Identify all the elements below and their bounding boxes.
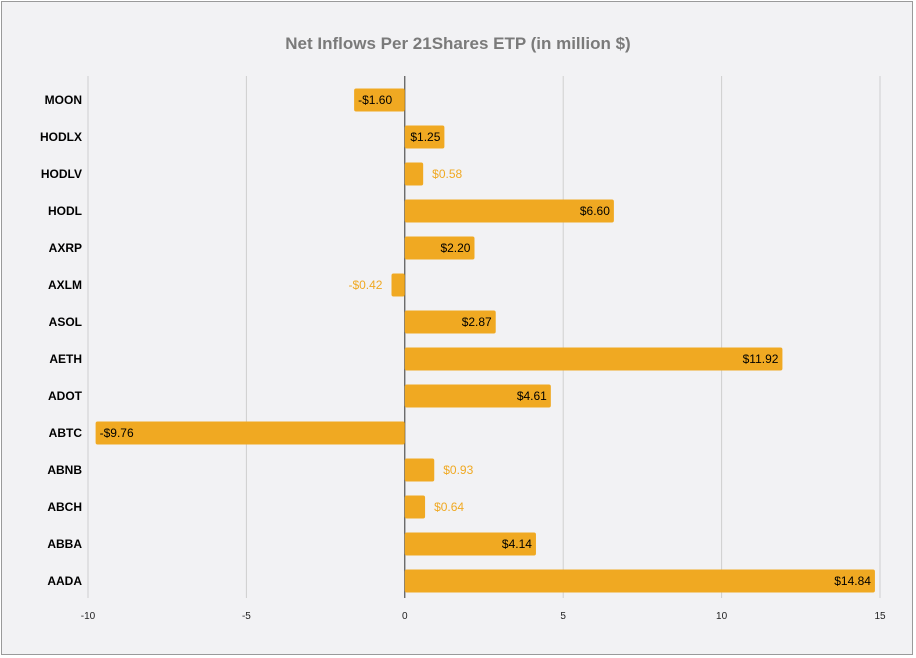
data-label: $4.14: [502, 537, 532, 551]
data-label: $1.25: [410, 130, 440, 144]
bar: [404, 125, 445, 149]
bar: [404, 347, 783, 371]
data-label: $2.20: [440, 241, 470, 255]
data-label: $6.60: [580, 204, 610, 218]
category-label: ABCH: [47, 500, 82, 514]
category-label: HODLX: [40, 130, 82, 144]
x-tick-labels: -10 -5 0 5 10 15: [81, 611, 886, 622]
grid-lines: [87, 76, 881, 598]
bar: [404, 199, 614, 223]
data-labels: -$1.60 $1.25 $0.58 $6.60 $2.20 -$0.42 $2.87 $11…: [100, 93, 872, 588]
data-label: -$1.60: [358, 93, 392, 107]
chart-title: Net Inflows Per 21Shares ETP (in million…: [285, 34, 631, 53]
x-tick-label: 5: [560, 611, 566, 622]
bar: [404, 532, 536, 556]
bar: [404, 458, 435, 482]
x-tick-label: 15: [874, 611, 886, 622]
data-label: $14.84: [834, 574, 871, 588]
bar: [95, 421, 405, 445]
x-tick-label: 10: [716, 611, 728, 622]
bar: [404, 310, 496, 334]
data-label: $4.61: [517, 389, 547, 403]
category-label: AXRP: [49, 241, 82, 255]
category-label: MOON: [45, 93, 82, 107]
bar: [404, 569, 875, 593]
bar: [391, 273, 405, 297]
category-label: HODL: [48, 204, 82, 218]
category-label: ABTC: [49, 426, 83, 440]
bar: [404, 384, 551, 408]
category-label: ABBA: [47, 537, 82, 551]
data-label: -$0.42: [348, 278, 382, 292]
category-label: ASOL: [49, 315, 82, 329]
category-label: AADA: [47, 574, 82, 588]
data-label: $0.64: [434, 500, 464, 514]
category-label: ADOT: [48, 389, 83, 403]
data-label: $0.58: [432, 167, 462, 181]
category-label: HODLV: [41, 167, 82, 181]
x-tick-label: 0: [402, 611, 408, 622]
category-label: AETH: [49, 352, 82, 366]
bars: [95, 88, 875, 593]
bar: [404, 162, 424, 186]
x-tick-label: -10: [81, 611, 96, 622]
bar: [404, 495, 426, 519]
data-label: -$9.76: [100, 426, 134, 440]
bar: [404, 236, 475, 260]
category-labels: MOON HODLX HODLV HODL AXRP AXLM ASOL AETH ADOT AB…: [40, 93, 83, 588]
category-label: AXLM: [48, 278, 82, 292]
data-label: $2.87: [462, 315, 492, 329]
bar: [354, 88, 405, 112]
data-label: $11.92: [743, 352, 779, 366]
x-tick-label: -5: [242, 611, 251, 622]
category-label: ABNB: [47, 463, 82, 477]
data-label: $0.93: [443, 463, 473, 477]
